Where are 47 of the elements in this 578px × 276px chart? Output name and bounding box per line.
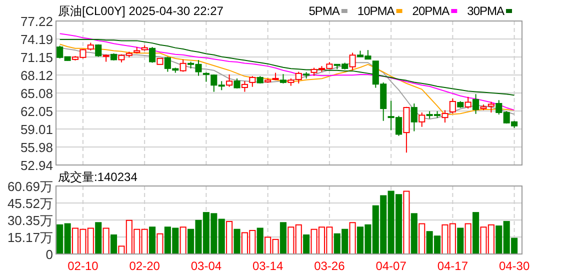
y-tick-label: 30.35万 xyxy=(7,212,53,228)
bar xyxy=(457,228,464,254)
chart-title: 原油[CL00Y] 2025-04-30 22:27 xyxy=(58,4,224,18)
x-tick-label: 04-07 xyxy=(376,259,407,273)
legend-label: 20PMA xyxy=(412,4,450,18)
bar xyxy=(149,226,156,254)
bar xyxy=(349,222,356,254)
bar xyxy=(156,233,164,254)
y-tick-label: 0 xyxy=(46,247,53,262)
y-tick-label: 45.52万 xyxy=(7,196,53,211)
bar xyxy=(102,228,110,254)
bar xyxy=(256,228,264,254)
bar xyxy=(403,190,410,254)
bar xyxy=(234,228,240,254)
y-tick-label: 74.19 xyxy=(20,32,53,47)
y-tick-label: 68.12 xyxy=(20,68,53,83)
bar xyxy=(303,234,310,254)
y-tick-label: 65.08 xyxy=(20,86,53,101)
bar xyxy=(472,212,480,254)
legend-label: 30PMA xyxy=(467,4,504,18)
x-tick-label: 04-17 xyxy=(437,259,468,273)
x-tick-label: 03-04 xyxy=(190,259,222,273)
bar xyxy=(110,234,118,254)
bar xyxy=(226,221,233,254)
y-tick-label: 52.94 xyxy=(20,158,53,173)
bar xyxy=(464,223,472,254)
x-tick-label: 04-30 xyxy=(498,259,530,273)
line-series xyxy=(59,39,515,96)
y-tick-label: 59.01 xyxy=(20,122,53,137)
y-tick-label: 60.69万 xyxy=(7,179,53,194)
bar xyxy=(180,226,186,254)
bar xyxy=(95,222,102,254)
legend-label: 10PMA xyxy=(357,4,395,18)
chart-title: 成交量:140234 xyxy=(58,170,138,184)
x-tick-label: 03-26 xyxy=(314,259,346,273)
y-tick-label: 71.15 xyxy=(20,50,53,65)
y-tick-label: 55.98 xyxy=(20,140,53,155)
bar xyxy=(280,222,286,254)
x-tick-label: 02-20 xyxy=(129,259,160,273)
y-tick-label: 15.17万 xyxy=(7,230,53,246)
x-tick-label: 03-14 xyxy=(252,259,284,273)
legend-label: 5PMA xyxy=(308,4,340,18)
y-tick-label: 77.22 xyxy=(20,14,53,29)
bar xyxy=(410,213,418,254)
x-tick-label: 02-10 xyxy=(68,259,99,273)
y-tick-label: 62.05 xyxy=(20,104,53,119)
bar xyxy=(418,223,426,254)
